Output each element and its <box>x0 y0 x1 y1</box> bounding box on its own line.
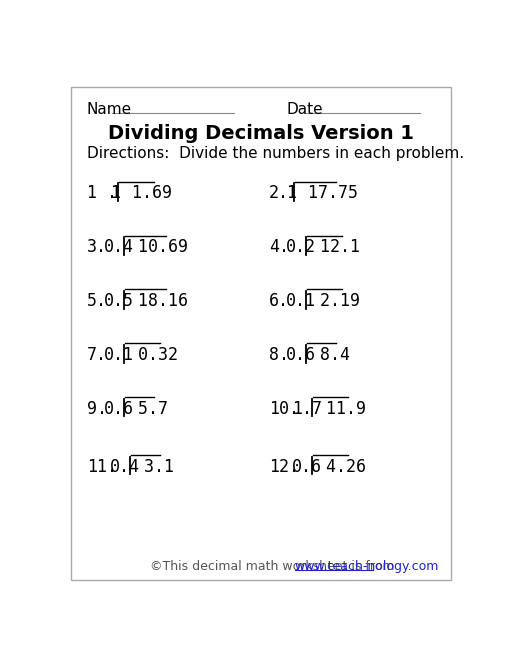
Text: 0.6: 0.6 <box>103 400 133 418</box>
Text: 0.4: 0.4 <box>109 457 139 475</box>
Text: 0.2: 0.2 <box>286 238 315 256</box>
Text: 5.: 5. <box>87 292 107 310</box>
Text: 0.1: 0.1 <box>103 346 133 364</box>
Text: 0.5: 0.5 <box>103 292 133 310</box>
Text: 10.69: 10.69 <box>128 238 188 256</box>
Text: Date: Date <box>287 102 323 117</box>
Text: 12.: 12. <box>269 457 299 475</box>
Text: 18.16: 18.16 <box>128 292 188 310</box>
Text: 0.6: 0.6 <box>291 457 321 475</box>
Text: 3.: 3. <box>87 238 107 256</box>
Text: 4.26: 4.26 <box>316 457 365 475</box>
FancyBboxPatch shape <box>71 87 450 579</box>
Text: Name: Name <box>87 102 132 117</box>
Text: 7.: 7. <box>87 346 107 364</box>
Text: 11.: 11. <box>87 457 117 475</box>
Text: 2.19: 2.19 <box>309 292 359 310</box>
Text: 12.1: 12.1 <box>309 238 359 256</box>
Text: 17.75: 17.75 <box>298 184 357 202</box>
Text: 5.7: 5.7 <box>128 400 168 418</box>
Text: 3.1: 3.1 <box>134 457 174 475</box>
Text: 10.: 10. <box>269 400 299 418</box>
Text: 11.9: 11.9 <box>316 400 365 418</box>
Text: 0.4: 0.4 <box>103 238 133 256</box>
Text: 1.69: 1.69 <box>122 184 172 202</box>
Text: 1: 1 <box>286 184 295 202</box>
Text: 0.32: 0.32 <box>128 346 178 364</box>
Text: ©This decimal math worksheet is from: ©This decimal math worksheet is from <box>150 560 398 573</box>
Text: Directions:  Divide the numbers in each problem.: Directions: Divide the numbers in each p… <box>87 146 463 160</box>
Text: 1.7: 1.7 <box>291 400 321 418</box>
Text: 4.: 4. <box>269 238 289 256</box>
Text: 0.1: 0.1 <box>286 292 315 310</box>
Text: www.teach-nology.com: www.teach-nology.com <box>294 560 438 573</box>
Text: Dividing Decimals Version 1: Dividing Decimals Version 1 <box>108 123 414 143</box>
Text: 6.: 6. <box>269 292 289 310</box>
Text: 1 .: 1 . <box>87 184 117 202</box>
Text: 2.: 2. <box>269 184 289 202</box>
Text: 0.6: 0.6 <box>286 346 315 364</box>
Text: 1: 1 <box>109 184 120 202</box>
Text: 8.4: 8.4 <box>309 346 350 364</box>
Text: 9.: 9. <box>87 400 107 418</box>
Text: 8.: 8. <box>269 346 289 364</box>
